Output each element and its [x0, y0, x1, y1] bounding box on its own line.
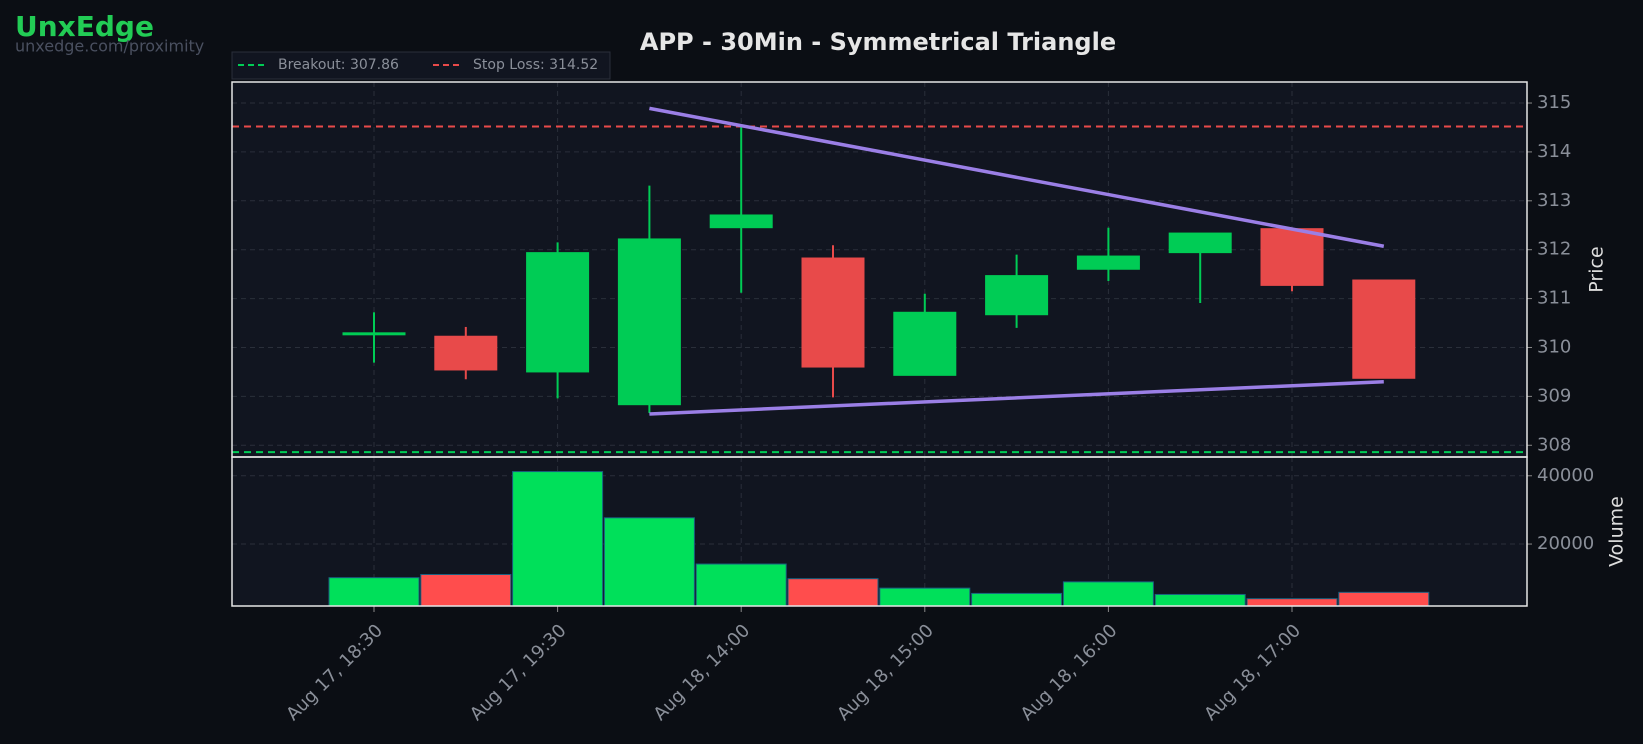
candle-body — [1076, 255, 1140, 270]
candle-body — [1260, 228, 1324, 286]
y-tick-label: 313 — [1537, 190, 1571, 211]
volume-bar — [603, 517, 695, 607]
volume-bar — [1246, 598, 1338, 607]
y-axis-label: Price — [1586, 246, 1608, 292]
x-tick-label: Aug 18, 14:00 — [650, 620, 755, 725]
candle-body — [985, 275, 1049, 316]
panel-frame — [231, 456, 1528, 607]
candle-body — [617, 238, 681, 406]
y-tick-label: 311 — [1537, 288, 1571, 309]
candle-body — [1168, 232, 1232, 254]
brand-name: UnxEdge — [15, 10, 154, 43]
volume-bar — [787, 578, 879, 607]
volume-bar — [328, 577, 420, 607]
chart-title: APP - 30Min - Symmetrical Triangle — [640, 28, 1116, 56]
y-axis-label: Volume — [1606, 496, 1628, 567]
y-tick-label: 40000 — [1537, 465, 1594, 486]
volume-bar — [971, 592, 1063, 607]
volume-bar — [1062, 581, 1154, 607]
candle-body — [434, 335, 498, 371]
trendline — [649, 106, 1385, 248]
y-tick-label: 20000 — [1537, 533, 1594, 554]
candle-body — [526, 252, 590, 373]
y-tick-label: 315 — [1537, 92, 1571, 113]
y-tick-label: 308 — [1537, 434, 1571, 455]
brand-url: unxedge.com/proximity — [15, 37, 204, 56]
y-tick-label: 310 — [1537, 336, 1571, 357]
legend-label: Stop Loss: 314.52 — [473, 57, 598, 73]
x-tick-label: Aug 17, 19:30 — [466, 620, 571, 725]
y-tick-label: 309 — [1537, 385, 1571, 406]
candle-body — [342, 332, 406, 336]
x-tick-label: Aug 18, 17:00 — [1200, 620, 1305, 725]
candle-body — [1352, 279, 1416, 379]
candle-body — [709, 214, 773, 229]
volume-bar — [695, 563, 787, 607]
y-tick-label: 312 — [1537, 239, 1571, 260]
y-tick-label: 314 — [1537, 141, 1571, 162]
legend-box — [231, 51, 611, 80]
price-panel — [232, 82, 1527, 457]
volume-bar — [420, 573, 512, 607]
volume-bar — [512, 471, 604, 607]
volume-bar — [1154, 593, 1246, 607]
trendline — [649, 379, 1384, 416]
x-tick-label: Aug 18, 16:00 — [1017, 620, 1122, 725]
legend-label: Breakout: 307.86 — [278, 57, 399, 73]
candle-body — [893, 311, 957, 376]
volume-bar — [879, 587, 971, 607]
x-tick-label: Aug 18, 15:00 — [833, 620, 938, 725]
volume-bar — [1338, 591, 1430, 607]
candle-body — [801, 257, 865, 368]
x-tick-label: Aug 17, 18:30 — [282, 620, 387, 725]
